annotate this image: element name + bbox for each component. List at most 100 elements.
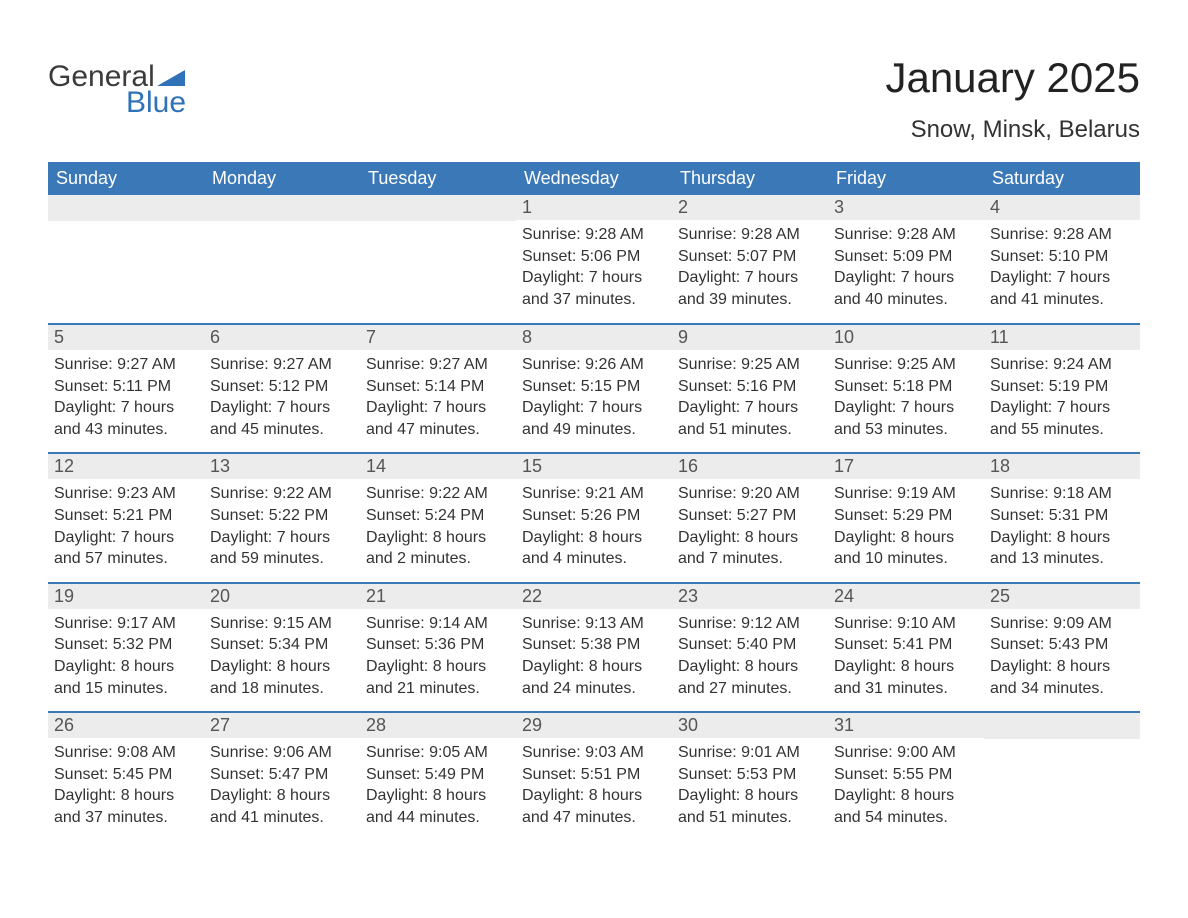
day-number: 26 xyxy=(48,713,204,738)
day-info-line: Sunset: 5:10 PM xyxy=(990,246,1134,268)
day-number: 11 xyxy=(984,325,1140,350)
day-cell: 9Sunrise: 9:25 AMSunset: 5:16 PMDaylight… xyxy=(672,325,828,452)
day-info-line: Sunset: 5:11 PM xyxy=(54,376,198,398)
day-number: 24 xyxy=(828,584,984,609)
day-info-line: Daylight: 7 hours and 47 minutes. xyxy=(366,397,510,440)
day-info-line: Sunset: 5:07 PM xyxy=(678,246,822,268)
day-cell: 16 Sunrise: 9:20 AMSunset: 5:27 PMDayligh… xyxy=(672,454,828,581)
day-info-line: Daylight: 8 hours and 44 minutes. xyxy=(366,785,510,828)
day-number: 2 xyxy=(672,195,828,220)
weekday-header: Thursday xyxy=(672,162,828,195)
day-number: 7 xyxy=(360,325,516,350)
day-number-empty xyxy=(204,195,360,221)
day-body: Sunrise: 9:19 AMSunset: 5:29 PMDaylight:… xyxy=(828,479,984,581)
day-info-line: Daylight: 7 hours and 57 minutes. xyxy=(54,527,198,570)
day-info-line: Daylight: 8 hours and 15 minutes. xyxy=(54,656,198,699)
day-info-line: Sunset: 5:29 PM xyxy=(834,505,978,527)
day-cell: 23Sunrise: 9:12 AMSunset: 5:40 PMDayligh… xyxy=(672,584,828,711)
day-cell: 13Sunrise: 9:22 AMSunset: 5:22 PMDayligh… xyxy=(204,454,360,581)
day-info-line: Sunset: 5:19 PM xyxy=(990,376,1134,398)
day-info-line: Sunset: 5:18 PM xyxy=(834,376,978,398)
day-info-line: Daylight: 8 hours and 7 minutes. xyxy=(678,527,822,570)
title-block: January 2025 Snow, Minsk, Belarus xyxy=(885,30,1140,144)
day-info-line: Sunset: 5:27 PM xyxy=(678,505,822,527)
weekday-header: Wednesday xyxy=(516,162,672,195)
day-body: Sunrise: 9:22 AMSunset: 5:24 PMDaylight:… xyxy=(360,479,516,581)
day-number: 30 xyxy=(672,713,828,738)
day-cell: 21Sunrise: 9:14 AMSunset: 5:36 PMDayligh… xyxy=(360,584,516,711)
day-number: 16 xyxy=(672,454,828,479)
day-cell: 1Sunrise: 9:28 AMSunset: 5:06 PMDaylight… xyxy=(516,195,672,323)
day-cell: 5Sunrise: 9:27 AMSunset: 5:11 PMDaylight… xyxy=(48,325,204,452)
day-info-line: Daylight: 7 hours and 37 minutes. xyxy=(522,267,666,310)
day-cell: 7Sunrise: 9:27 AMSunset: 5:14 PMDaylight… xyxy=(360,325,516,452)
day-number: 12 xyxy=(48,454,204,479)
day-body: Sunrise: 9:01 AMSunset: 5:53 PMDaylight:… xyxy=(672,738,828,840)
month-title: January 2025 xyxy=(885,54,1140,102)
day-info-line: Sunset: 5:32 PM xyxy=(54,634,198,656)
day-info-line: Sunrise: 9:13 AM xyxy=(522,613,666,635)
day-info-line: Sunrise: 9:00 AM xyxy=(834,742,978,764)
day-info-line: Daylight: 7 hours and 39 minutes. xyxy=(678,267,822,310)
day-body: Sunrise: 9:21 AMSunset: 5:26 PMDaylight:… xyxy=(516,479,672,581)
day-info-line: Sunrise: 9:28 AM xyxy=(834,224,978,246)
day-body: Sunrise: 9:28 AMSunset: 5:06 PMDaylight:… xyxy=(516,220,672,322)
day-info-line: Sunset: 5:36 PM xyxy=(366,634,510,656)
day-info-line: Sunset: 5:31 PM xyxy=(990,505,1134,527)
day-info-line: Sunset: 5:21 PM xyxy=(54,505,198,527)
day-cell xyxy=(360,195,516,323)
logo: General Blue xyxy=(48,60,186,120)
day-cell: 4Sunrise: 9:28 AMSunset: 5:10 PMDaylight… xyxy=(984,195,1140,323)
day-info-line: Sunset: 5:15 PM xyxy=(522,376,666,398)
day-number: 1 xyxy=(516,195,672,220)
day-body: Sunrise: 9:00 AMSunset: 5:55 PMDaylight:… xyxy=(828,738,984,840)
day-cell: 20Sunrise: 9:15 AMSunset: 5:34 PMDayligh… xyxy=(204,584,360,711)
day-cell: 2Sunrise: 9:28 AMSunset: 5:07 PMDaylight… xyxy=(672,195,828,323)
day-info-line: Daylight: 7 hours and 55 minutes. xyxy=(990,397,1134,440)
day-info-line: Sunrise: 9:17 AM xyxy=(54,613,198,635)
weeks-container: 1Sunrise: 9:28 AMSunset: 5:06 PMDaylight… xyxy=(48,195,1140,841)
day-number-empty xyxy=(984,713,1140,739)
day-body: Sunrise: 9:08 AMSunset: 5:45 PMDaylight:… xyxy=(48,738,204,840)
day-cell: 18Sunrise: 9:18 AMSunset: 5:31 PMDayligh… xyxy=(984,454,1140,581)
day-body: Sunrise: 9:17 AMSunset: 5:32 PMDaylight:… xyxy=(48,609,204,711)
day-body: Sunrise: 9:14 AMSunset: 5:36 PMDaylight:… xyxy=(360,609,516,711)
day-cell xyxy=(48,195,204,323)
day-number-empty xyxy=(360,195,516,221)
day-info-line: Sunset: 5:41 PM xyxy=(834,634,978,656)
day-number: 22 xyxy=(516,584,672,609)
day-number: 3 xyxy=(828,195,984,220)
day-info-line: Sunrise: 9:28 AM xyxy=(990,224,1134,246)
day-body: Sunrise: 9:10 AMSunset: 5:41 PMDaylight:… xyxy=(828,609,984,711)
day-info-line: Sunrise: 9:05 AM xyxy=(366,742,510,764)
day-info-line: Daylight: 7 hours and 45 minutes. xyxy=(210,397,354,440)
day-number: 10 xyxy=(828,325,984,350)
day-body: Sunrise: 9:05 AMSunset: 5:49 PMDaylight:… xyxy=(360,738,516,840)
day-info-line: Daylight: 8 hours and 18 minutes. xyxy=(210,656,354,699)
day-info-line: Sunrise: 9:20 AM xyxy=(678,483,822,505)
day-info-line: Daylight: 8 hours and 47 minutes. xyxy=(522,785,666,828)
day-info-line: Sunset: 5:55 PM xyxy=(834,764,978,786)
day-body: Sunrise: 9:13 AMSunset: 5:38 PMDaylight:… xyxy=(516,609,672,711)
day-info-line: Daylight: 8 hours and 34 minutes. xyxy=(990,656,1134,699)
day-info-line: Sunrise: 9:22 AM xyxy=(366,483,510,505)
day-info-line: Daylight: 8 hours and 51 minutes. xyxy=(678,785,822,828)
day-info-line: Sunrise: 9:28 AM xyxy=(522,224,666,246)
day-info-line: Daylight: 7 hours and 41 minutes. xyxy=(990,267,1134,310)
day-body: Sunrise: 9:18 AMSunset: 5:31 PMDaylight:… xyxy=(984,479,1140,581)
day-info-line: Daylight: 7 hours and 43 minutes. xyxy=(54,397,198,440)
day-body: Sunrise: 9:24 AMSunset: 5:19 PMDaylight:… xyxy=(984,350,1140,452)
day-info-line: Daylight: 8 hours and 41 minutes. xyxy=(210,785,354,828)
day-number-empty xyxy=(48,195,204,221)
day-info-line: Daylight: 7 hours and 49 minutes. xyxy=(522,397,666,440)
day-number: 9 xyxy=(672,325,828,350)
day-info-line: Sunset: 5:53 PM xyxy=(678,764,822,786)
day-info-line: Sunset: 5:40 PM xyxy=(678,634,822,656)
day-info-line: Sunset: 5:49 PM xyxy=(366,764,510,786)
day-cell: 11Sunrise: 9:24 AMSunset: 5:19 PMDayligh… xyxy=(984,325,1140,452)
day-info-line: Sunset: 5:43 PM xyxy=(990,634,1134,656)
day-number: 23 xyxy=(672,584,828,609)
day-info-line: Sunrise: 9:19 AM xyxy=(834,483,978,505)
day-info-line: Sunset: 5:24 PM xyxy=(366,505,510,527)
week-row: 12Sunrise: 9:23 AMSunset: 5:21 PMDayligh… xyxy=(48,452,1140,581)
